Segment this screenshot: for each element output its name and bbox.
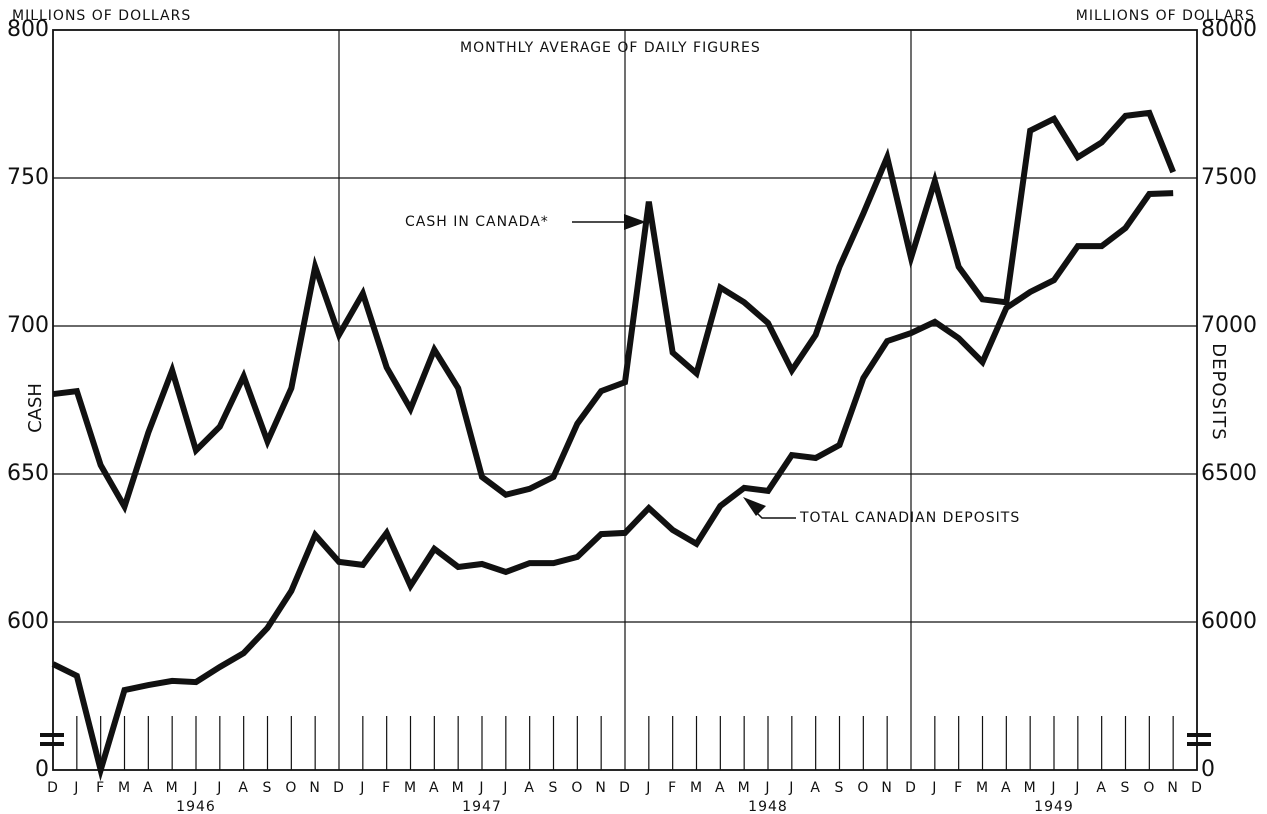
x-tick-label: N [595,780,606,796]
x-tick-label: S [1121,780,1131,796]
x-tick-label: M [690,780,703,796]
x-tick-label: D [619,780,631,796]
x-tick-label: O [857,780,869,796]
x-tick-label: S [263,780,273,796]
x-tick-label: O [285,780,297,796]
x-tick-label: M [404,780,417,796]
x-tick-label: M [118,780,131,796]
x-tick-label: N [881,780,892,796]
y-tick-label: 800 [7,17,49,42]
arrow-head [624,214,646,230]
x-tick-label: J [359,780,365,796]
x-tick-label: D [1191,780,1203,796]
x-tick-label: M [976,780,989,796]
x-tick-label: M [452,780,465,796]
year-label: 1949 [1034,799,1074,814]
annotation: TOTAL CANADIAN DEPOSITS [799,510,1020,526]
x-tick-label: A [1096,780,1107,796]
y2-tick-label: 7500 [1201,165,1257,190]
arrow-head [743,497,766,516]
x-tick-label: D [47,780,59,796]
x-tick-label: F [668,780,677,796]
x-tick-label: J [1050,780,1056,796]
x-tick-label: F [954,780,963,796]
annotation: CASH IN CANADA* [405,214,549,230]
year-label: 1948 [748,799,788,814]
y-tick-label: 650 [7,461,49,486]
x-tick-label: J [788,780,794,796]
x-tick-label: D [905,780,917,796]
x-tick-label: O [1143,780,1155,796]
x-tick-label: J [931,780,937,796]
y2-unit-label: MILLIONS OF DOLLARS [1076,8,1255,24]
x-tick-label: J [645,780,651,796]
x-tick-label: A [524,780,535,796]
y-axis-title: CASH [25,383,46,433]
x-tick-label: J [1074,780,1080,796]
x-tick-label: A [238,780,249,796]
subtitle: MONTHLY AVERAGE OF DAILY FIGURES [460,40,761,56]
x-tick-label: J [73,780,79,796]
x-tick-label: N [309,780,320,796]
x-tick-label: A [429,780,440,796]
x-tick-label: M [166,780,179,796]
data-line [52,109,1176,514]
x-tick-label: J [192,780,198,796]
x-tick-label: A [1001,780,1012,796]
y2-tick-label: 6500 [1201,461,1257,486]
data-line [51,190,1174,782]
y2-tick-label: 7000 [1201,313,1257,338]
x-tick-label: D [333,780,345,796]
x-tick-label: F [382,780,391,796]
x-tick-label: S [549,780,559,796]
x-tick-label: J [764,780,770,796]
x-tick-label: A [715,780,726,796]
y2-tick-label: 6000 [1201,609,1257,634]
y2-tick-label: 0 [1201,757,1215,782]
x-tick-label: A [810,780,821,796]
y2-tick-label: 8000 [1201,17,1257,42]
x-tick-label: M [1024,780,1037,796]
x-tick-label: S [835,780,845,796]
x-tick-label: O [571,780,583,796]
y-tick-label: 600 [7,609,49,634]
axis-break [40,733,1211,746]
y2-axis-title: DEPOSITS [1208,343,1229,440]
y-unit-label: MILLIONS OF DOLLARS [12,8,191,24]
y-tick-label: 700 [7,313,49,338]
y-tick-label: 0 [35,757,49,782]
x-tick-label: N [1167,780,1178,796]
year-label: 1946 [176,799,216,814]
x-tick-label: M [738,780,751,796]
x-tick-label: A [143,780,154,796]
x-tick-label: J [216,780,222,796]
x-tick-label: F [96,780,105,796]
x-tick-label: J [502,780,508,796]
year-label: 1947 [462,799,502,814]
y-tick-label: 750 [7,165,49,190]
x-tick-label: J [478,780,484,796]
